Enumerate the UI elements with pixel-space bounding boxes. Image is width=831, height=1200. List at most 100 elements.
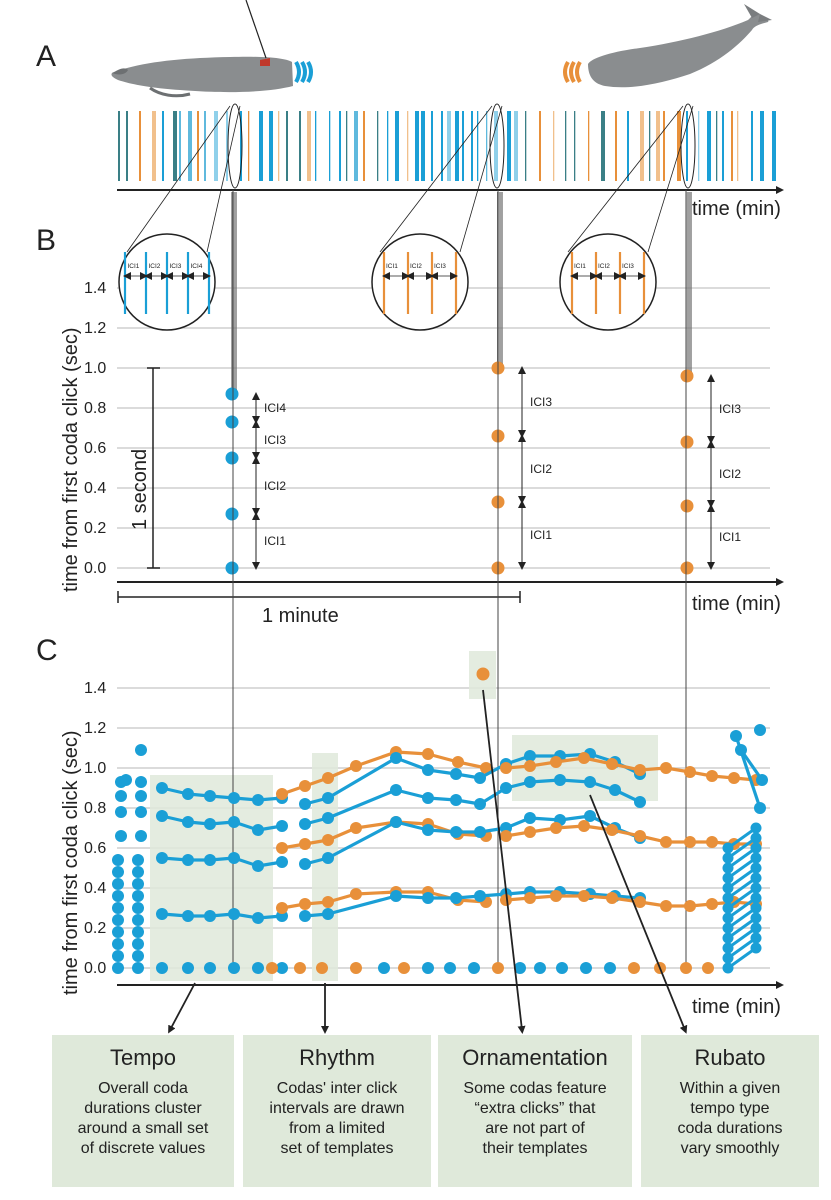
zoom-ici-label: ICI1 [386, 263, 398, 270]
barcode-click [363, 111, 365, 181]
coda-series-dot [750, 892, 762, 904]
barcode-click [240, 111, 242, 181]
one-minute-scale-bar [117, 591, 521, 603]
coda-series-dot [756, 774, 768, 786]
zoom-ici-label: ICI1 [574, 263, 586, 270]
rhythm-highlight [312, 753, 338, 981]
coda-series-dot [132, 854, 144, 866]
coda-series-dot [182, 788, 194, 800]
barcode-click [477, 111, 479, 181]
ici-label: ICI2 [719, 467, 741, 481]
coda-series-dot [634, 764, 646, 776]
barcode-click [179, 111, 181, 181]
barcode-click [188, 111, 192, 181]
coda-series-dot [350, 962, 362, 974]
rubato-box: Rubato Within a given tempo type coda dura… [641, 1035, 819, 1187]
coda-series-dot [316, 962, 328, 974]
coda-series-dot [580, 962, 592, 974]
coda-series-dot [550, 822, 562, 834]
barcode-click [574, 111, 576, 181]
ornament-arrow [482, 689, 526, 1034]
rubato-desc: Within a given tempo type coda durations va… [677, 1080, 783, 1157]
barcode-click [441, 111, 443, 181]
ici-label: ICI1 [264, 534, 286, 548]
tempo-title: Tempo [109, 1045, 177, 1070]
coda-series-dot [609, 784, 621, 796]
rhythm-title: Rhythm [299, 1045, 375, 1070]
ornamentation-title: Ornamentation [462, 1045, 608, 1070]
barcode-click [139, 111, 141, 181]
y-tick-label: 1.4 [84, 280, 106, 297]
coda-series-dot [722, 842, 734, 854]
coda-series-dot [252, 962, 264, 974]
zoom-link [459, 105, 503, 253]
coda-series-dot [722, 882, 734, 894]
zoom-circle [371, 233, 469, 331]
coda-series-dot [112, 914, 124, 926]
coda-series-dot [722, 872, 734, 884]
coda-series-dot [706, 770, 718, 782]
coda-series-dot [684, 900, 696, 912]
one-second-scale-bar [147, 367, 160, 569]
coda-series-dot [182, 854, 194, 866]
coda-series-dot [452, 756, 464, 768]
coda-series-dot [156, 962, 168, 974]
coda-series-dot [722, 862, 734, 874]
coda-series-dot [634, 830, 646, 842]
coda-series-dot [422, 764, 434, 776]
coda-series-dot [754, 724, 766, 736]
tempo-desc: Overall coda durations cluster around a sm… [77, 1080, 209, 1157]
ici-label: ICI3 [530, 395, 552, 409]
coda-series-line [727, 926, 757, 950]
y-tick-label: 0.8 [84, 400, 106, 417]
coda-series-dot [276, 842, 288, 854]
coda-series-dot [398, 962, 410, 974]
coda-series-dot [750, 932, 762, 944]
ici-label: ICI1 [530, 528, 552, 542]
zoom-ici-label: ICI3 [434, 263, 446, 270]
barcode-click [173, 111, 177, 181]
barcode-click [415, 111, 419, 181]
y-tick-label: 0.6 [84, 440, 106, 457]
y-tick-label: 0.4 [84, 880, 106, 897]
barcode-click [772, 111, 776, 181]
coda-series-dot [156, 810, 168, 822]
coda-series-dot [252, 912, 264, 924]
coda-series-dot [276, 962, 288, 974]
ici-label: ICI3 [264, 433, 286, 447]
coda-series-dot [750, 922, 762, 934]
coda-series-dot [480, 762, 492, 774]
grid-b [117, 287, 770, 569]
coda-series-dot [390, 784, 402, 796]
y-tick-label: 1.0 [84, 760, 106, 777]
barcode-click [707, 111, 711, 181]
coda-series-dot [750, 832, 762, 844]
coda-series-dot [350, 888, 362, 900]
coda-series-dot [115, 830, 127, 842]
coda-series-dot [474, 826, 486, 838]
coda-series-dot [750, 912, 762, 924]
coda-series-dot [132, 914, 144, 926]
coda-series-dot [350, 760, 362, 772]
coda-series-dot [474, 772, 486, 784]
barcode-click [162, 111, 164, 181]
barcode-click [722, 111, 724, 181]
zoom-ici-label: ICI2 [410, 263, 422, 270]
coda-click-dot [225, 387, 239, 401]
coda-series-dot [556, 962, 568, 974]
panel-label-a: A [36, 40, 56, 73]
coda-series-dot [450, 826, 462, 838]
coda-series-line [727, 946, 757, 970]
barcode-click [760, 111, 764, 181]
one-second-label: 1 second [129, 449, 151, 530]
coda-series-dot [322, 896, 334, 908]
one-minute-label: 1 minute [262, 605, 339, 627]
coda-series-dot [584, 776, 596, 788]
barcode-click [447, 111, 451, 181]
barcode-click [539, 111, 541, 181]
coda-series-dot [132, 890, 144, 902]
whale-left-image [111, 0, 313, 98]
coda-series-dot [390, 890, 402, 902]
barcode-click [259, 111, 263, 181]
barcode-click [677, 111, 681, 181]
